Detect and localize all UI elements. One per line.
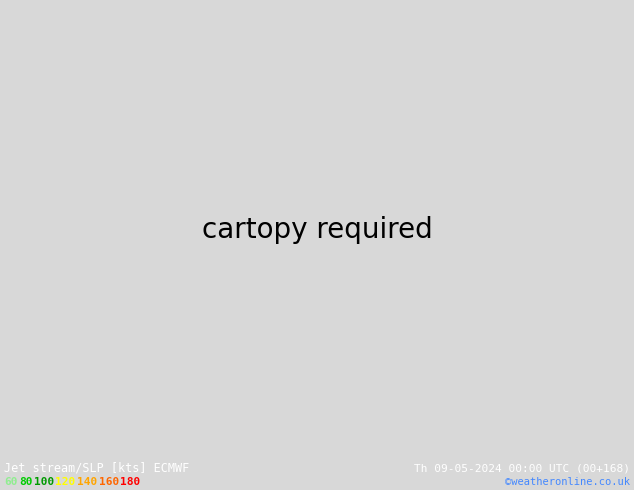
Text: ©weatheronline.co.uk: ©weatheronline.co.uk	[505, 477, 630, 487]
Text: 160: 160	[98, 477, 119, 487]
Text: 120: 120	[56, 477, 75, 487]
Text: 100: 100	[34, 477, 55, 487]
Text: Jet stream/SLP [kts] ECMWF: Jet stream/SLP [kts] ECMWF	[4, 462, 190, 475]
Text: 180: 180	[120, 477, 140, 487]
Text: 60: 60	[4, 477, 18, 487]
Text: 140: 140	[77, 477, 97, 487]
Text: 80: 80	[19, 477, 32, 487]
Text: Th 09-05-2024 00:00 UTC (00+168): Th 09-05-2024 00:00 UTC (00+168)	[414, 463, 630, 473]
Text: cartopy required: cartopy required	[202, 216, 432, 244]
